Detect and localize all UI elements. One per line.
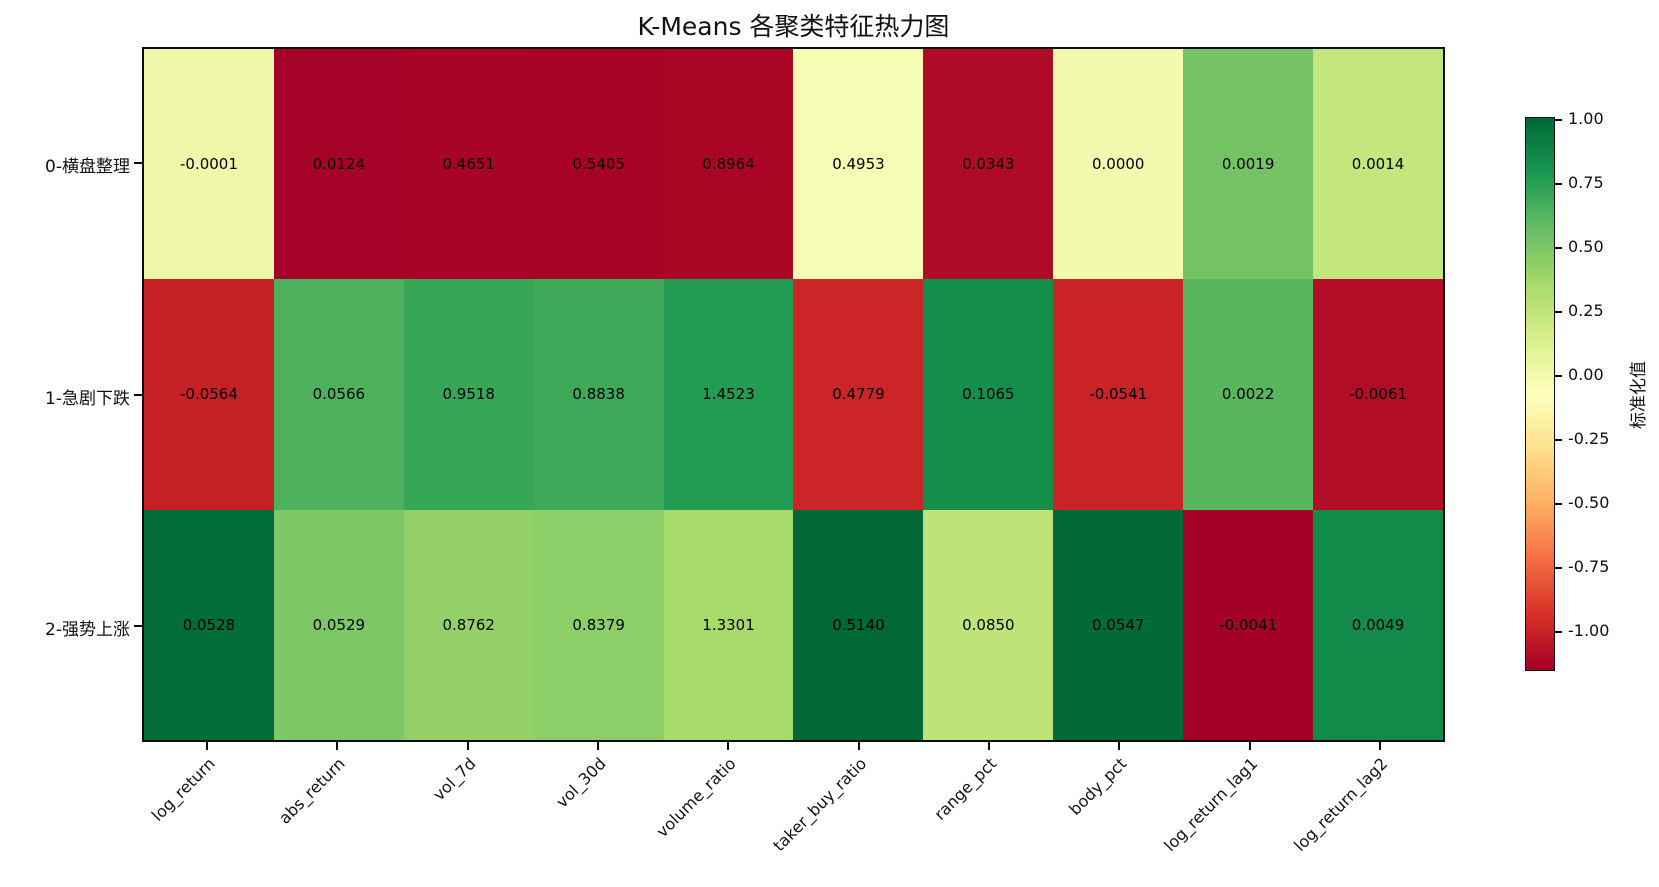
heatmap-cell: 1.4523 (663, 279, 794, 510)
heatmap-cell: 0.0124 (273, 49, 404, 280)
x-tick-mark (597, 742, 600, 750)
y-tick-label: 1-急剧下跌 (45, 388, 130, 409)
heatmap-cell: -0.0061 (1313, 279, 1443, 510)
heatmap-cell: -0.0564 (144, 279, 274, 510)
heatmap-cell: 0.8762 (403, 509, 534, 740)
heatmap-cell: -0.0001 (144, 49, 274, 280)
x-tick-label: vol_30d (552, 754, 610, 812)
heatmap-cell: 0.0529 (273, 509, 404, 740)
heatmap-cell: 0.0049 (1313, 509, 1443, 740)
y-tick-mark (134, 393, 142, 396)
colorbar-tick-mark (1555, 502, 1562, 505)
heatmap-cell: 0.0022 (1183, 279, 1314, 510)
colorbar-tick-mark (1555, 630, 1562, 633)
colorbar-tick-mark (1555, 310, 1562, 313)
x-tick-mark (1378, 742, 1381, 750)
heatmap-cell: 1.3301 (663, 509, 794, 740)
x-tick-label: range_pct (930, 754, 1001, 824)
colorbar-tick-label: -0.25 (1568, 428, 1610, 448)
colorbar-tick-mark (1555, 374, 1562, 377)
colorbar-tick-mark (1555, 119, 1562, 121)
x-tick-mark (1248, 742, 1251, 750)
x-tick-label: volume_ratio (652, 754, 740, 842)
colorbar-tick-mark (1555, 438, 1562, 441)
heatmap-cell: 0.4953 (793, 49, 924, 280)
x-tick-label: log_return (147, 754, 219, 825)
colorbar-tick-label: 1.00 (1568, 109, 1604, 128)
x-tick-label: taker_buy_ratio (769, 754, 871, 856)
heatmap-cell: 0.8964 (663, 49, 794, 280)
chart-title: K-Means 各聚类特征热力图 (637, 12, 950, 41)
colorbar-tick-label: -0.75 (1568, 556, 1610, 576)
y-tick-mark (134, 161, 142, 164)
colorbar-tick-mark (1555, 246, 1562, 249)
x-tick-mark (857, 742, 860, 750)
colorbar-tick-label: -0.50 (1568, 492, 1610, 512)
colorbar-tick-mark (1555, 182, 1562, 185)
heatmap-cell: 0.0566 (273, 279, 404, 510)
heatmap-cell: 0.0019 (1183, 49, 1314, 280)
heatmap-grid: -0.0001 0.0124 0.4651 0.5405 0.8964 0.4953 0.0… (144, 49, 1443, 740)
colorbar-tick-label: 0.50 (1568, 236, 1604, 256)
colorbar-tick-label: 0.25 (1568, 300, 1604, 320)
heatmap-cell: 0.9518 (403, 279, 534, 510)
heatmap-cell: 0.1065 (923, 279, 1054, 510)
heatmap-cell: 0.8838 (533, 279, 664, 510)
heatmap-cell: 0.0547 (1053, 509, 1184, 740)
x-tick-label: body_pct (1065, 754, 1131, 819)
heatmap-cell: 0.4779 (793, 279, 924, 510)
x-tick-mark (1118, 742, 1121, 750)
heatmap-plot-area: -0.0001 0.0124 0.4651 0.5405 0.8964 0.4953 0.0… (142, 47, 1445, 742)
heatmap-cell: 0.0850 (923, 509, 1054, 740)
heatmap-cell: -0.0041 (1183, 509, 1314, 740)
colorbar-label: 标准化值 (1629, 361, 1649, 429)
heatmap-cell: 0.0000 (1053, 49, 1184, 280)
y-tick-label: 0-横盘整理 (45, 156, 130, 177)
colorbar-tick-label: 0.75 (1568, 172, 1604, 192)
x-tick-label: abs_return (275, 754, 349, 828)
heatmap-cell: -0.0541 (1053, 279, 1184, 510)
x-tick-mark (206, 742, 209, 750)
x-tick-label: log_return_lag1 (1159, 754, 1261, 856)
x-tick-mark (336, 742, 339, 750)
x-tick-label: vol_7d (428, 754, 480, 805)
colorbar (1525, 117, 1555, 671)
colorbar-tick-label: 0.00 (1568, 364, 1604, 384)
heatmap-cell: 0.5140 (793, 509, 924, 740)
x-tick-mark (727, 742, 730, 750)
colorbar-tick-mark (1555, 566, 1562, 569)
y-tick-label: 2-强势上涨 (45, 620, 130, 641)
heatmap-cell: 0.4651 (403, 49, 534, 280)
heatmap-cell: 0.8379 (533, 509, 664, 740)
x-tick-mark (466, 742, 469, 750)
colorbar-tick-label: -1.00 (1568, 620, 1610, 640)
heatmap-cell: 0.5405 (533, 49, 664, 280)
x-tick-label: log_return_lag2 (1290, 754, 1392, 856)
y-tick-mark (134, 625, 142, 628)
heatmap-cell: 0.0014 (1313, 49, 1443, 280)
x-tick-mark (987, 742, 990, 750)
heatmap-cell: 0.0343 (923, 49, 1054, 280)
heatmap-cell: 0.0528 (144, 509, 274, 740)
